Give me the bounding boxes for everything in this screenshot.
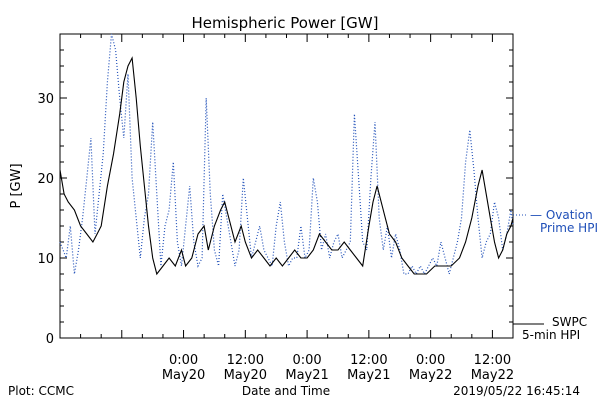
legend-swpc-line2: 5-min HPI — [522, 328, 580, 342]
x-tick-label: 0:00 — [169, 353, 198, 368]
x-tick-sublabel: May22 — [409, 368, 452, 383]
legend-ovation-line2: Prime HPI — [540, 221, 598, 235]
y-tick-label: 0 — [46, 332, 54, 347]
series-swpc-line — [59, 56, 514, 276]
x-axis-label: Date and Time — [242, 384, 330, 398]
footer-plot-source: Plot: CCMC — [8, 384, 74, 398]
plot-frame — [59, 33, 514, 339]
y-axis-label: P [GW] — [9, 163, 24, 208]
y-tick-label: 30 — [37, 92, 54, 107]
y-tick-label: 10 — [37, 252, 54, 267]
x-tick-label: 12:00 — [474, 353, 511, 368]
x-tick-label: 0:00 — [416, 353, 445, 368]
x-tick-label: 12:00 — [350, 353, 387, 368]
series-ovation-line — [59, 33, 514, 276]
legend-swpc-line1: SWPC — [552, 315, 587, 329]
y-tick-label: 20 — [37, 172, 54, 187]
x-tick-sublabel: May20 — [224, 368, 267, 383]
x-tick-label: 0:00 — [292, 353, 321, 368]
x-tick-sublabel: May21 — [347, 368, 390, 383]
footer-timestamp: 2019/05/22 16:45:14 — [453, 384, 580, 398]
series-group — [59, 33, 514, 276]
x-tick-sublabel: May20 — [162, 368, 205, 383]
y-axis: 0 10 20 30 — [37, 33, 513, 347]
x-tick-label: 12:00 — [227, 353, 264, 368]
legend-ovation-line1: — Ovation — [530, 208, 593, 222]
x-tick-sublabel: May22 — [471, 368, 514, 383]
chart-title: Hemispheric Power [GW] — [192, 14, 379, 32]
x-tick-sublabel: May21 — [285, 368, 328, 383]
x-axis: 0:00May2012:00May200:00May2112:00May210:… — [59, 34, 514, 383]
